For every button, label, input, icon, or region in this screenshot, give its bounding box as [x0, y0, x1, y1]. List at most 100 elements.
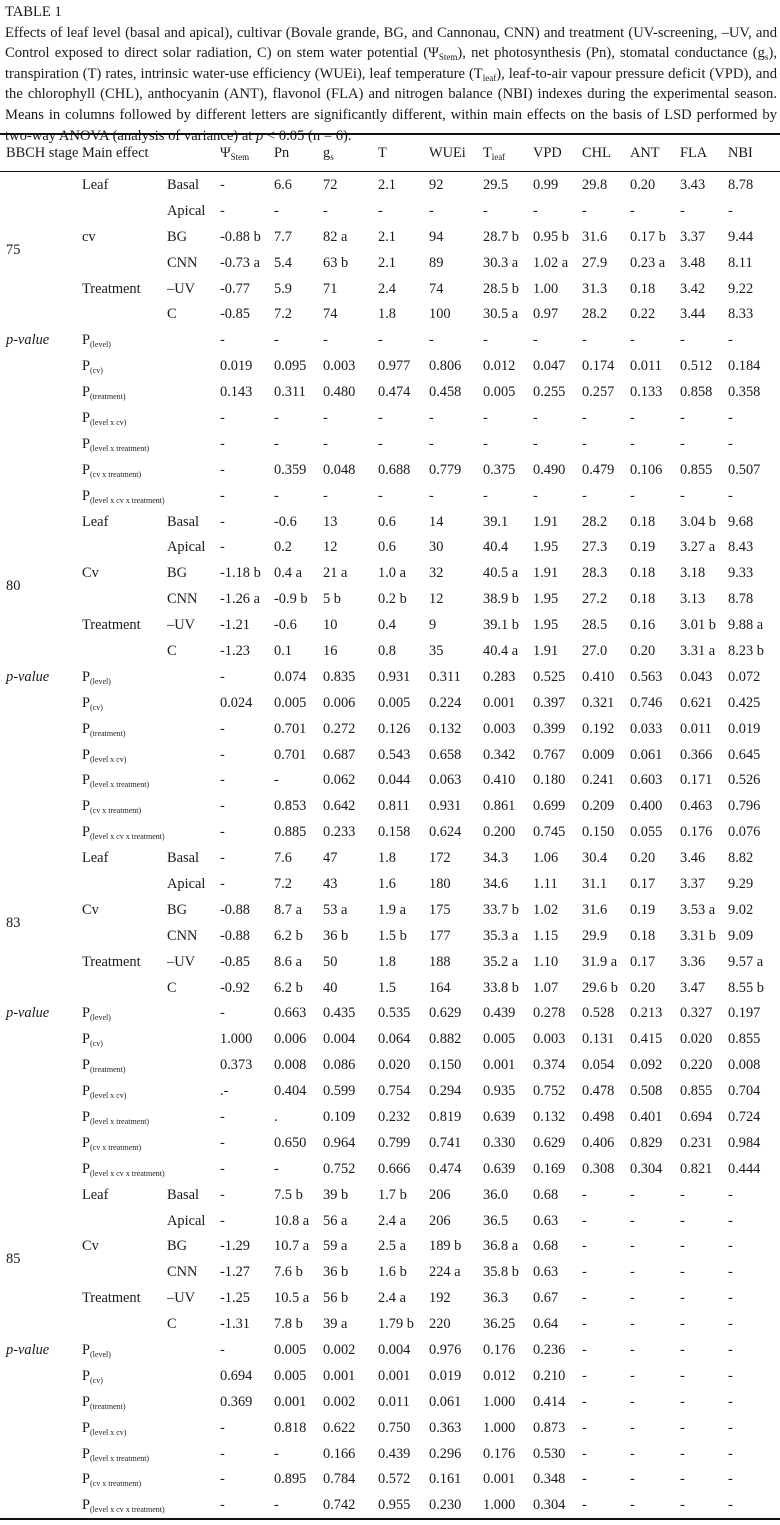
- p-value-cell: -: [220, 798, 225, 815]
- empty-cell: [0, 716, 80, 742]
- p-value-cell: 0.001: [483, 694, 516, 711]
- p-value-cell: 0.231: [680, 1134, 713, 1151]
- value-cell: -: [220, 513, 225, 530]
- p-value-cell: -: [630, 1367, 635, 1384]
- empty-cell: [0, 1104, 80, 1130]
- main-effect: Cv: [82, 901, 99, 918]
- p-value-cell: 0.658: [429, 746, 462, 763]
- p-value-cell: 0.055: [630, 824, 663, 841]
- p-value-cell: -: [728, 1445, 733, 1462]
- value-cell: 94: [429, 228, 444, 245]
- p-value-cell: 0.663: [274, 1005, 307, 1022]
- value-cell: 31.6: [582, 228, 608, 245]
- value-cell: 1.8: [378, 953, 396, 970]
- value-cell: 8.33: [728, 306, 754, 323]
- p-value-cell: 0.011: [630, 358, 662, 375]
- p-value-cell: 0.171: [680, 772, 713, 789]
- value-cell: 47: [323, 850, 338, 867]
- effect-level: CNN: [167, 591, 198, 608]
- empty-cell: [0, 767, 80, 793]
- value-cell: -0.73 a: [220, 254, 260, 271]
- value-cell: 9.29: [728, 875, 754, 892]
- value-cell: -: [378, 202, 383, 219]
- table-row: Treatment –UV -0.77 5.9 71 2.4 74 28.5 b 1.00 31.…: [0, 276, 780, 302]
- p-value-cell: 0.132: [533, 1109, 566, 1125]
- p-value-cell: 0.415: [630, 1031, 663, 1048]
- p-value-cell: 0.209: [582, 798, 615, 815]
- p-value-cell: 0.373: [220, 1057, 253, 1074]
- header-main-effect: Main effect: [80, 134, 218, 172]
- p-value-cell: 0.063: [429, 772, 462, 789]
- p-symbol: P: [82, 1445, 91, 1462]
- value-cell: -: [582, 1212, 587, 1229]
- p-value-row: P(treatment) -0.701 0.272 0.126 0.132 0.003 0.…: [0, 716, 780, 742]
- p-value-cell: 0.535: [378, 1005, 411, 1022]
- header-col-vpd: VPD: [531, 134, 580, 172]
- value-cell: 74: [323, 306, 338, 323]
- value-cell: -1.23: [220, 642, 250, 659]
- caption-subscript: Stem: [438, 52, 458, 63]
- p-label: P(treatment): [80, 379, 218, 405]
- table-row: CNN -1.27 7.6 b 36 b 1.6 b 224 a 35.8 b 0.63 - - -…: [0, 1259, 780, 1285]
- p-value-cell: 0.197: [728, 1005, 761, 1022]
- value-cell: -: [728, 1186, 733, 1203]
- value-cell: 35.3 a: [483, 927, 519, 944]
- p-value-cell: -: [323, 332, 328, 349]
- p-value-cell: 0.639: [483, 1109, 516, 1125]
- p-value-cell: 0.724: [728, 1109, 761, 1125]
- empty-cell: [0, 1415, 80, 1441]
- empty-cell: [0, 1078, 80, 1104]
- p-value-cell: 0.006: [274, 1031, 307, 1048]
- main-effect: [80, 586, 165, 612]
- caption-segment: Effects of leaf level (basal and apical)…: [5, 24, 777, 62]
- effect-level: CNN: [167, 1264, 198, 1281]
- table-row: 80 Leaf Basal - -0.6 13 0.6 14 39.1 1.91 28.2 0.18 3…: [0, 509, 780, 595]
- p-value-cell: 0.742: [323, 1497, 356, 1514]
- value-cell: 30.4: [582, 850, 608, 867]
- header-col-t: T: [376, 134, 427, 172]
- value-cell: 5 b: [323, 591, 341, 608]
- value-cell: -1.31: [220, 1316, 250, 1333]
- value-cell: 34.6: [483, 875, 509, 892]
- caption-segment: ), leaf-to-air vapour pressure deficit (…: [5, 65, 777, 144]
- p-value-cell: 0.006: [323, 694, 356, 711]
- effect-level: C: [167, 979, 177, 996]
- p-value-cell: 0.008: [728, 1057, 761, 1074]
- value-cell: -: [728, 1264, 733, 1281]
- header-label: VPD: [533, 144, 562, 161]
- p-value-row: P(treatment) 0.373 0.008 0.086 0.020 0.150 0.0…: [0, 1052, 780, 1078]
- p-subscript: (level x treatment): [90, 1453, 150, 1463]
- p-value-cell: 0.528: [582, 1005, 615, 1022]
- p-value-cell: 0.639: [483, 1160, 516, 1177]
- main-effect: [80, 638, 165, 664]
- value-cell: 3.36: [680, 953, 706, 970]
- value-cell: 8.78: [728, 591, 754, 608]
- p-value-cell: -: [220, 1342, 225, 1359]
- empty-cell: [0, 793, 80, 819]
- p-value-cell: -: [220, 824, 225, 841]
- p-value-cell: 0.241: [582, 772, 615, 789]
- p-value-cell: 0.002: [323, 1342, 356, 1359]
- caption-segment: ), transpiration (T) rates, intrinsic wa…: [5, 45, 777, 82]
- value-cell: 1.91: [533, 565, 559, 582]
- value-cell: 7.2: [274, 875, 292, 892]
- value-cell: 14: [429, 513, 444, 530]
- p-value-row: P(level x cv x treatment) - -0.742 0.955 0.2…: [0, 1492, 780, 1519]
- p-value-cell: -: [582, 487, 587, 504]
- p-value-cell: 0.005: [274, 694, 307, 711]
- p-value-cell: 0.294: [429, 1083, 462, 1100]
- p-value-cell: 0.086: [323, 1057, 356, 1074]
- p-subscript: (cv): [90, 702, 103, 712]
- p-subscript: (level x cv x treatment): [90, 832, 165, 842]
- header-col-chl: CHL: [580, 134, 628, 172]
- p-value-cell: 0.192: [582, 720, 615, 737]
- value-cell: -: [220, 850, 225, 867]
- main-effect: [80, 250, 165, 276]
- value-cell: -1.18 b: [220, 565, 261, 582]
- main-effect: Leaf: [82, 176, 109, 193]
- p-value-cell: 0.498: [582, 1109, 615, 1125]
- p-value-cell: 0.855: [680, 461, 713, 478]
- p-value-cell: 0.001: [323, 1367, 356, 1384]
- value-cell: 39.1 b: [483, 617, 519, 634]
- p-value-cell: -: [274, 487, 279, 504]
